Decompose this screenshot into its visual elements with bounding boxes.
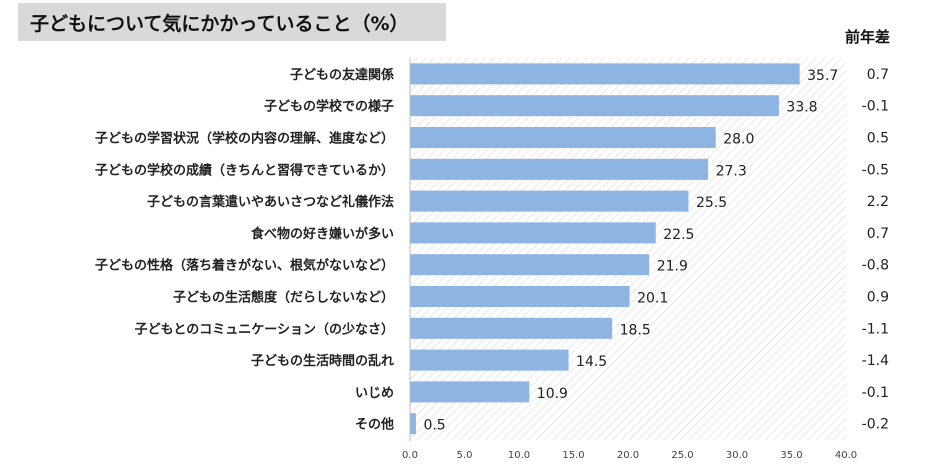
diff-value: -0.2 <box>862 417 889 433</box>
bar <box>410 127 716 148</box>
diff-value: 0.5 <box>867 131 889 147</box>
category-label: 子どもの生活態度（だらしないなど） <box>173 290 394 306</box>
bar <box>410 190 689 212</box>
x-tick-label: 15.0 <box>562 450 584 461</box>
category-label: 子どもの学校の成績（きちんと習得できているか） <box>95 162 394 178</box>
x-tick-label: 20.0 <box>617 450 639 461</box>
category-label: 子どもとのコミュニケーション（の少なさ） <box>135 321 394 337</box>
x-tick-label: 30.0 <box>726 450 748 461</box>
category-label: 子どもの生活時間の乱れ <box>251 353 394 369</box>
category-label: 子どもの言葉遣いやあいさつなど礼儀作法 <box>147 194 394 210</box>
data-label: 33.8 <box>786 100 817 116</box>
bar <box>410 222 656 244</box>
category-label: その他 <box>355 417 394 433</box>
diff-value: -1.4 <box>862 353 889 369</box>
category-label: 子どもの友達関係 <box>290 67 394 83</box>
category-label: いじめ <box>355 386 394 401</box>
bar <box>410 381 530 403</box>
data-label: 10.9 <box>537 386 568 402</box>
bar <box>410 317 613 339</box>
x-tick-label: 40.0 <box>835 450 857 461</box>
plot-area <box>410 58 846 440</box>
bar <box>410 286 630 307</box>
diff-value: 0.9 <box>867 290 889 306</box>
bar <box>410 349 569 371</box>
category-label: 子どもの学習状況（学校の内容の理解、進度など） <box>95 131 394 147</box>
x-tick-label: 0.0 <box>402 450 418 461</box>
bar <box>410 95 779 117</box>
diff-value: -0.5 <box>862 162 889 178</box>
diff-value: 2.2 <box>867 194 889 210</box>
diff-value: -0.1 <box>862 385 889 401</box>
x-tick-label: 35.0 <box>780 450 802 461</box>
data-label: 28.0 <box>723 132 754 148</box>
data-label: 27.3 <box>716 163 747 179</box>
data-label: 20.1 <box>637 291 668 307</box>
diff-value: -0.1 <box>862 99 889 115</box>
x-tick-label: 10.0 <box>508 450 530 461</box>
bar <box>410 254 650 276</box>
chart-title: 子どもについて気にかかっていること（%） <box>30 12 409 35</box>
category-label: 食べ物の好き嫌いが多い <box>251 226 394 242</box>
diff-value: 0.7 <box>867 67 889 83</box>
x-tick-label: 25.0 <box>671 450 693 461</box>
diff-value: -1.1 <box>862 321 889 337</box>
category-label: 子どもの学校での様子 <box>264 99 394 115</box>
data-label: 21.9 <box>657 259 688 275</box>
chart-title-box: 子どもについて気にかかっていること（%） <box>18 3 446 41</box>
diff-value: -0.8 <box>862 258 889 274</box>
data-label: 25.5 <box>696 195 727 211</box>
bar <box>410 63 800 85</box>
diff-value: 0.7 <box>867 226 889 242</box>
x-tick-label: 5.0 <box>457 450 473 461</box>
data-label: 0.5 <box>423 418 445 434</box>
category-label: 子どもの性格（落ち着きがない、根気がないなど） <box>95 258 394 274</box>
bar <box>410 158 709 180</box>
bar <box>410 413 416 435</box>
data-label: 35.7 <box>807 68 838 84</box>
data-label: 18.5 <box>620 322 651 338</box>
diff-column-header: 前年差 <box>845 28 891 46</box>
data-label: 22.5 <box>663 227 694 243</box>
data-label: 14.5 <box>576 354 607 370</box>
